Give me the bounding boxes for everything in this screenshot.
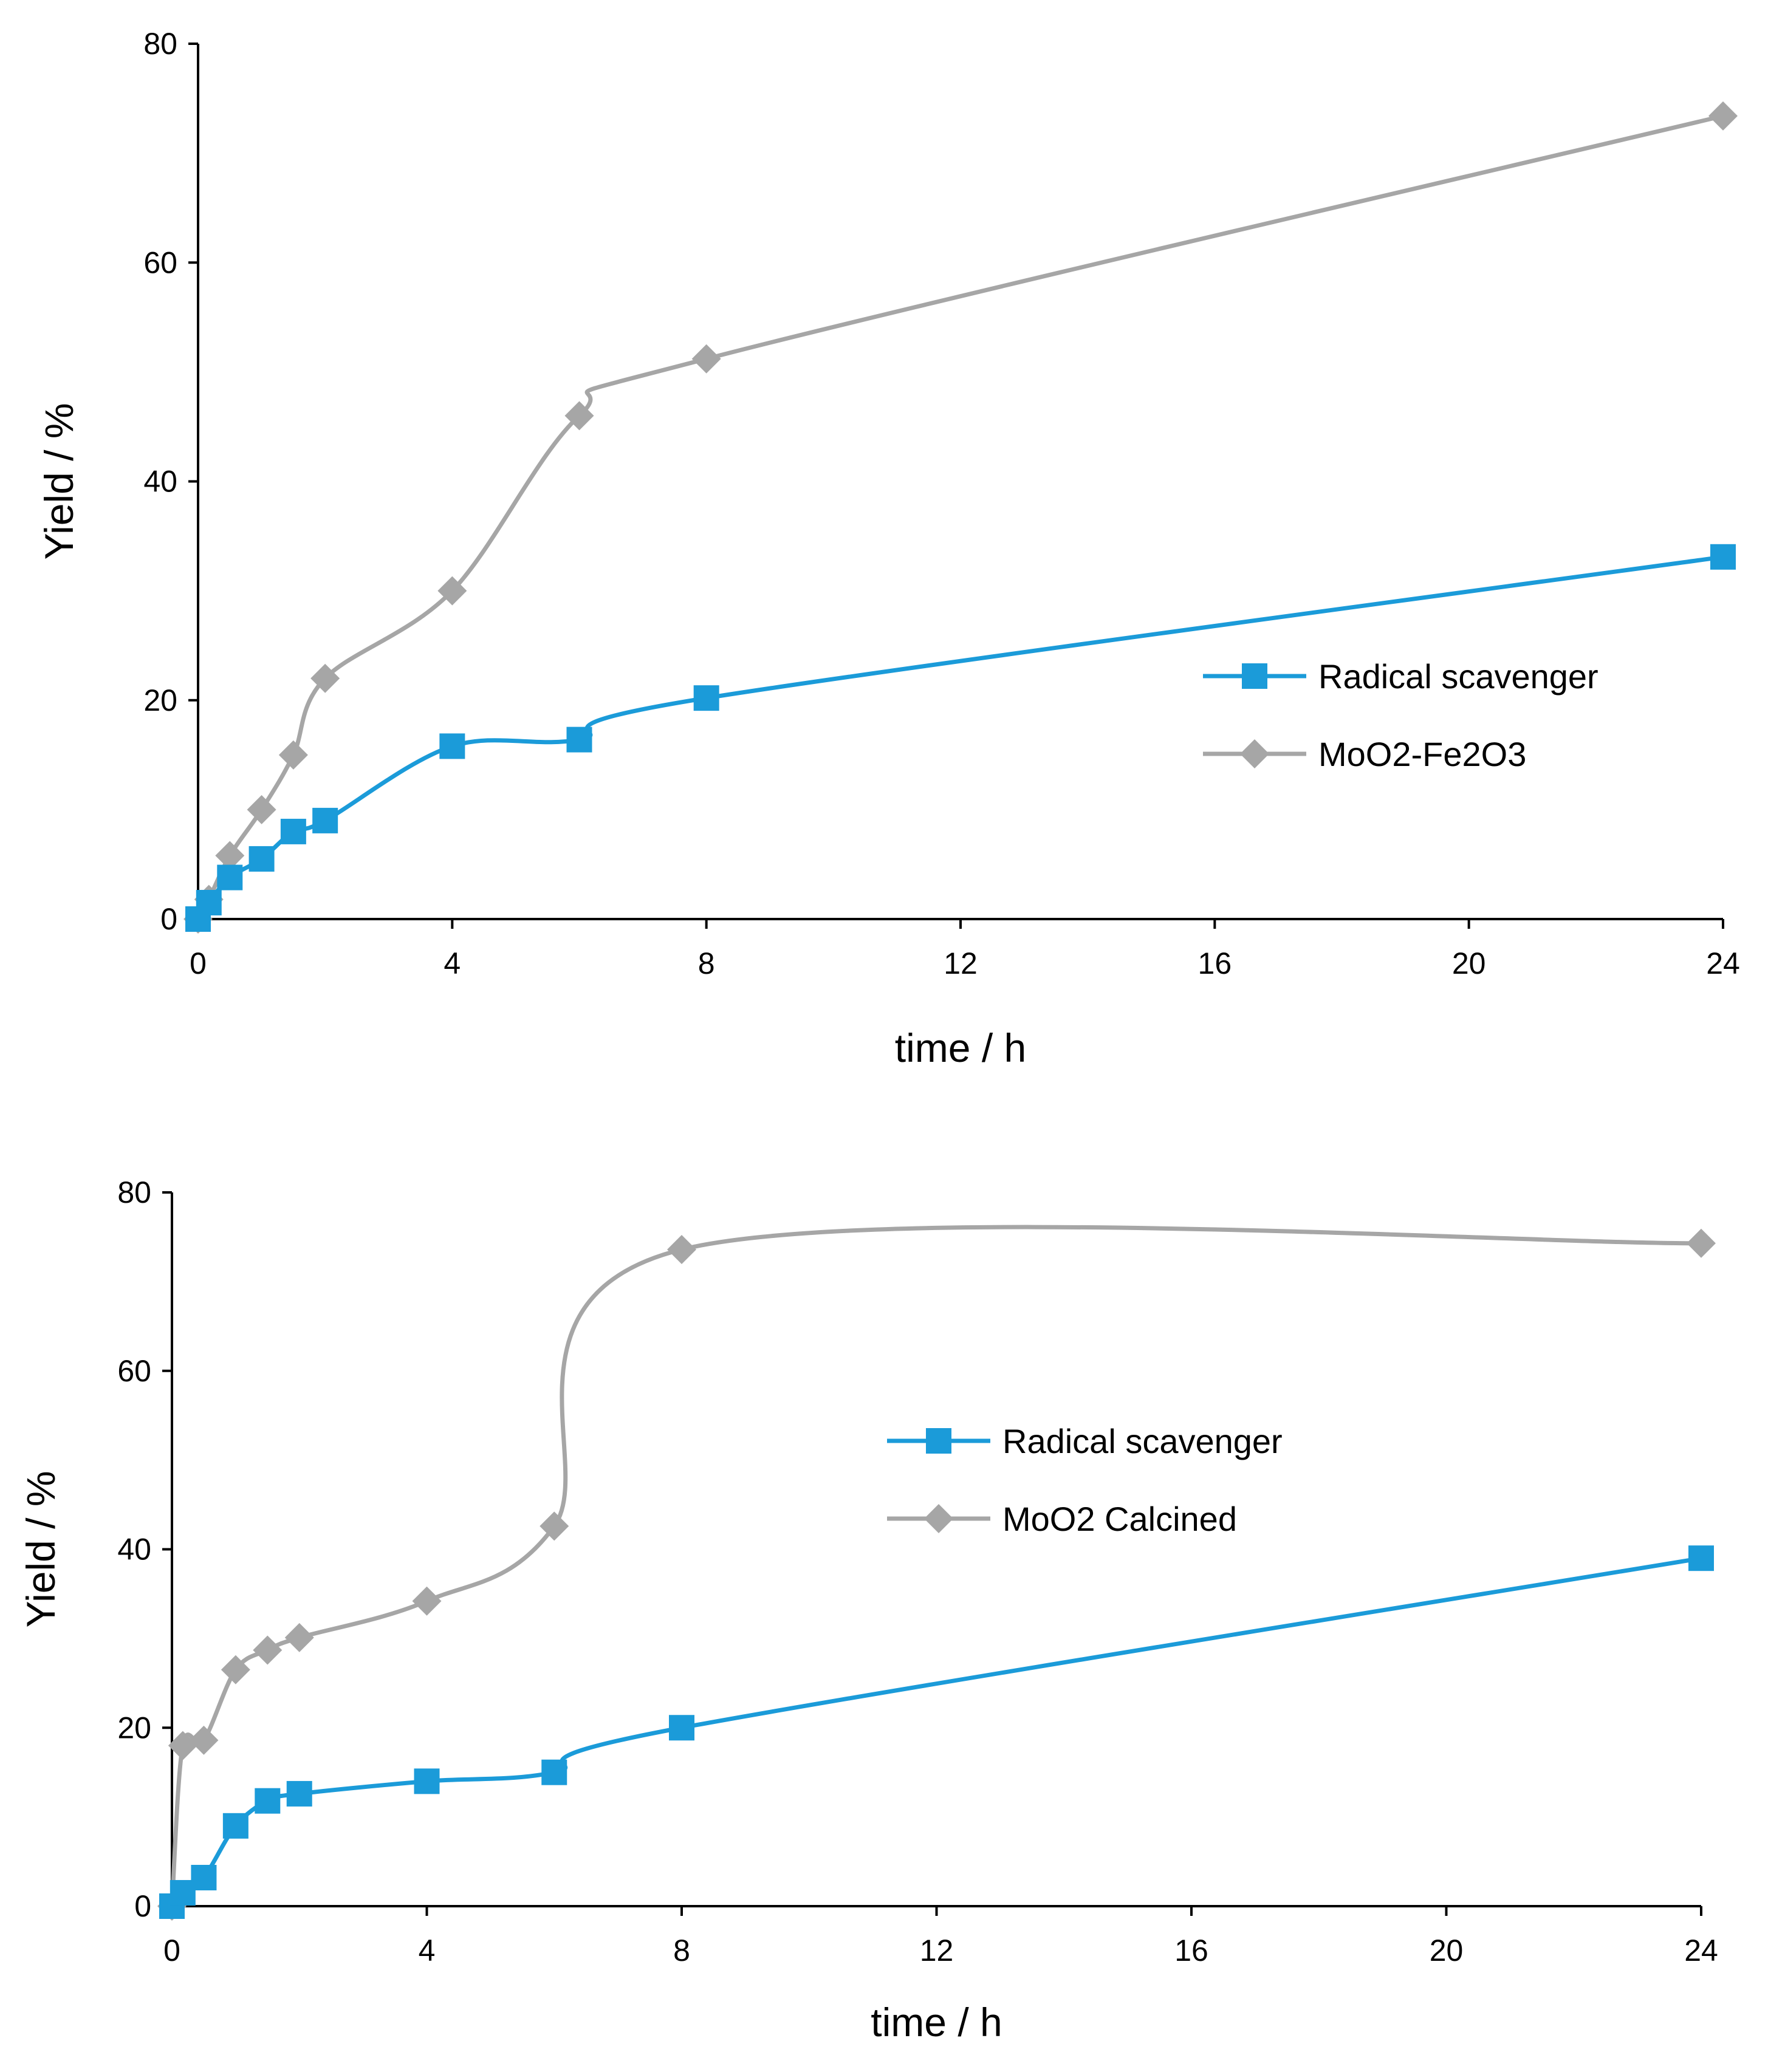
data-point [248, 846, 275, 872]
series-moo2-calcined [157, 1225, 1716, 1921]
y-tick-label: 40 [117, 1533, 151, 1567]
data-point [693, 685, 719, 711]
x-tick-label: 0 [190, 946, 207, 980]
data-point [278, 740, 308, 770]
series-line [196, 114, 1725, 921]
legend-marker [1240, 739, 1269, 768]
data-point [667, 1235, 696, 1264]
y-tick-label: 80 [117, 1175, 151, 1209]
x-axis-title: time / h [871, 2000, 1002, 2045]
series-moo2-fe2o3 [183, 101, 1738, 934]
x-tick-label: 8 [673, 1934, 690, 1968]
x-tick-label: 20 [1430, 1934, 1464, 1968]
data-point [253, 1635, 283, 1665]
data-point [1688, 1545, 1714, 1571]
data-point [691, 344, 721, 374]
data-point [414, 1768, 440, 1794]
legend: Radical scavenger MoO2 Calcined [887, 1422, 1283, 1538]
data-point [439, 733, 465, 759]
data-point [669, 1715, 694, 1741]
legend-item: MoO2 Calcined [887, 1500, 1237, 1538]
x-tick-label: 24 [1684, 1934, 1718, 1968]
data-point [1710, 544, 1736, 570]
data-point [284, 1622, 314, 1652]
legend-item: Radical scavenger [887, 1422, 1283, 1460]
data-point [541, 1759, 567, 1785]
x-tick-label: 16 [1174, 1934, 1208, 1968]
y-tick-label: 80 [143, 27, 177, 61]
y-axis-title: Yield / % [18, 1471, 63, 1627]
x-tick-label: 0 [163, 1934, 180, 1968]
data-point [1708, 101, 1738, 131]
y-tick-label: 20 [117, 1711, 151, 1745]
top-chart-panel: 0 20 40 60 80 0 4 8 12 16 20 24 time / h Yield / % Rad… [36, 27, 1740, 1070]
legend-item: Radical scavenger [1203, 657, 1598, 696]
y-tick-label: 0 [160, 902, 177, 936]
y-tick-label: 60 [117, 1354, 151, 1388]
x-axis-title: time / h [895, 1025, 1026, 1070]
data-point [280, 818, 306, 844]
x-tick-label: 12 [920, 1934, 954, 1968]
legend-marker [1242, 663, 1267, 689]
data-point [412, 1586, 442, 1616]
series-line [170, 1225, 1704, 1909]
data-point [310, 663, 340, 693]
data-point [540, 1511, 569, 1541]
x-tick-label: 4 [444, 946, 461, 980]
bottom-chart-panel: 0 20 40 60 80 0 4 8 12 16 20 24 time / h Yield / % Rad… [18, 1175, 1718, 2045]
data-point [312, 807, 338, 833]
x-tick-label: 24 [1706, 946, 1740, 980]
legend-label: Radical scavenger [1002, 1422, 1283, 1460]
legend: Radical scavenger MoO2-Fe2O3 [1203, 657, 1598, 773]
x-tick-label: 8 [698, 946, 715, 980]
data-point [221, 1655, 250, 1684]
x-tick-label: 4 [419, 1934, 436, 1968]
data-point [168, 1731, 197, 1760]
y-tick-label: 20 [143, 683, 177, 717]
data-point [222, 1813, 248, 1839]
data-point [189, 1725, 219, 1755]
legend-label: Radical scavenger [1318, 657, 1598, 696]
series-radical-scavenger [159, 1545, 1714, 1919]
x-tick-label: 20 [1452, 946, 1486, 980]
data-point [196, 889, 222, 915]
legend-marker [926, 1428, 951, 1454]
data-point [191, 1865, 217, 1890]
data-point [286, 1780, 312, 1807]
x-tick-label: 12 [944, 946, 978, 980]
legend-item: MoO2-Fe2O3 [1203, 735, 1526, 773]
y-tick-label: 0 [134, 1889, 151, 1923]
x-tick-label: 16 [1198, 946, 1232, 980]
series-radical-scavenger [185, 544, 1736, 932]
data-point [437, 576, 467, 606]
legend-marker [924, 1504, 953, 1533]
data-point [564, 401, 594, 431]
data-point [1687, 1228, 1716, 1258]
y-axis-title: Yield / % [36, 403, 81, 559]
data-point [566, 727, 592, 753]
y-tick-label: 40 [143, 465, 177, 499]
data-point [215, 841, 245, 870]
legend-label: MoO2 Calcined [1002, 1500, 1237, 1538]
series-line [170, 1556, 1704, 1909]
data-point [247, 795, 276, 824]
data-point [217, 864, 243, 891]
y-tick-label: 60 [143, 245, 177, 279]
data-point [255, 1788, 281, 1814]
legend-label: MoO2-Fe2O3 [1318, 735, 1526, 773]
